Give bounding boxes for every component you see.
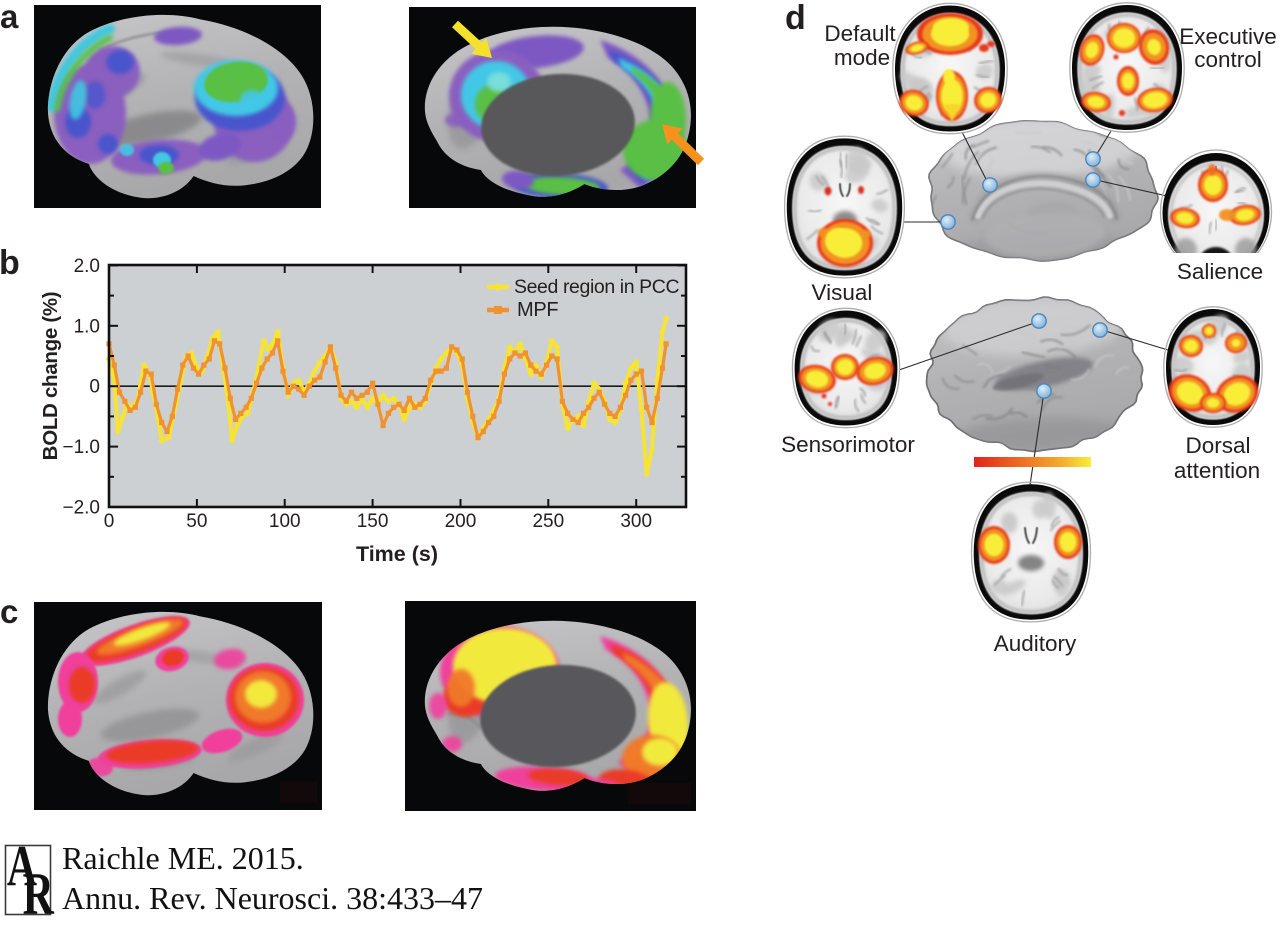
svg-text:1.0: 1.0 [74, 316, 100, 337]
svg-text:Visual: Visual [812, 280, 873, 305]
svg-text:200: 200 [445, 511, 477, 532]
svg-text:Executive: Executive [1179, 24, 1277, 49]
svg-text:100: 100 [269, 511, 301, 532]
svg-text:Time (s): Time (s) [356, 542, 438, 566]
svg-text:0: 0 [89, 377, 100, 398]
svg-text:BOLD change (%): BOLD change (%) [39, 292, 62, 461]
svg-text:50: 50 [186, 511, 207, 532]
svg-text:R: R [23, 861, 55, 925]
svg-text:Raichle ME. 2015.: Raichle ME. 2015. [62, 840, 304, 876]
svg-text:0: 0 [104, 511, 115, 532]
svg-text:c: c [0, 593, 18, 630]
svg-text:attention: attention [1174, 458, 1260, 483]
svg-text:control: control [1194, 47, 1262, 72]
svg-text:250: 250 [532, 511, 564, 532]
svg-text:d: d [785, 0, 806, 37]
svg-text:150: 150 [357, 511, 389, 532]
svg-text:Seed region in PCC: Seed region in PCC [514, 276, 679, 298]
svg-text:mode: mode [834, 45, 890, 70]
svg-text:Auditory: Auditory [994, 631, 1077, 656]
svg-text:a: a [0, 0, 19, 35]
svg-text:b: b [0, 244, 20, 282]
svg-text:2.0: 2.0 [74, 256, 100, 277]
svg-text:Default: Default [824, 21, 896, 46]
svg-text:−2.0: −2.0 [62, 498, 100, 519]
svg-text:Annu. Rev. Neurosci. 38:433–47: Annu. Rev. Neurosci. 38:433–47 [62, 880, 483, 916]
svg-text:Dorsal: Dorsal [1185, 433, 1250, 458]
svg-text:300: 300 [620, 511, 652, 532]
svg-text:Salience: Salience [1177, 259, 1263, 284]
svg-text:Sensorimotor: Sensorimotor [781, 432, 915, 457]
svg-text:MPF: MPF [517, 299, 558, 321]
svg-text:−1.0: −1.0 [62, 437, 100, 458]
svg-text:A: A [7, 833, 38, 897]
